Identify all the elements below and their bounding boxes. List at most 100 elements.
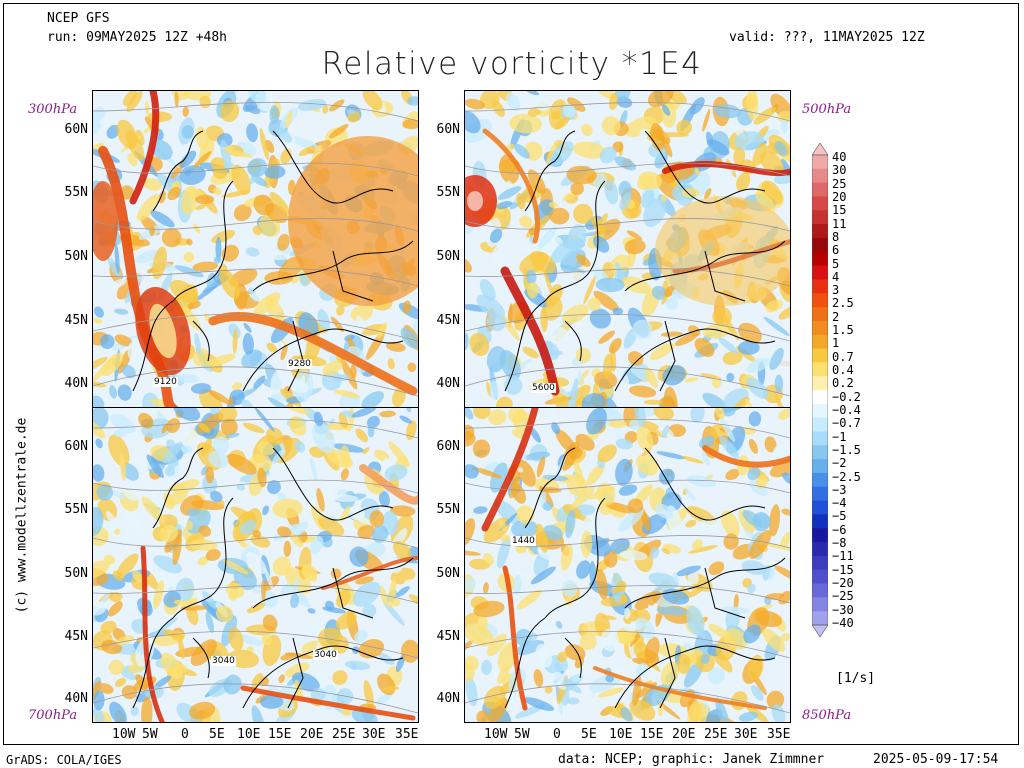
colorbar-label: −15 [832,562,854,577]
lat-label: 50N [436,249,460,264]
colorbar-label: −4 [832,496,847,511]
lat-label: 55N [64,502,88,517]
run-info: run: 09MAY2025 12Z +48h [47,30,228,45]
level-label-850: 850hPa [802,708,852,723]
lon-label: 20E [300,727,324,742]
lon-label: 0 [181,727,189,742]
footer-software: GrADS: COLA/IGES [6,753,122,767]
colorbar-label: −2 [832,456,847,471]
lat-label: 40N [64,376,88,391]
lon-label: 15E [268,727,292,742]
lon-label: 10W [484,727,508,742]
lat-label: 45N [436,629,460,644]
colorbar-label: 4 [832,269,840,284]
colorbar-label: 5 [832,256,840,271]
footer-source: data: NCEP; graphic: Janek Zimmner [558,752,825,767]
colorbar-label: −40 [832,616,854,630]
lon-label: 10W [112,727,136,742]
lat-label: 60N [64,122,88,137]
lon-label: 20E [672,727,696,742]
lon-label: 35E [395,727,419,742]
lat-label: 50N [64,566,88,581]
lat-label: 45N [436,313,460,328]
colorbar-label: 6 [832,243,840,258]
lat-label: 50N [64,249,88,264]
colorbar-label: 0.2 [832,376,854,391]
colorbar-label: 30 [832,163,847,178]
map-panel-850hpa: 1440 [464,407,791,723]
colorbar-label: −20 [832,576,854,591]
lat-label: 50N [436,566,460,581]
lon-label: 25E [332,727,356,742]
colorbar-label: −3 [832,482,847,497]
colorbar-unit: [1/s] [836,671,876,686]
colorbar-label: −5 [832,509,847,524]
footer-timestamp: 2025-05-09-17:54 [873,752,999,767]
lat-label: 60N [64,439,88,454]
colorbar-label: −6 [832,522,847,537]
lat-label: 55N [436,185,460,200]
lat-label: 40N [64,691,88,706]
credit-text: (c) www.modellzentrale.de [14,417,30,614]
level-label-300: 300hPa [28,102,78,117]
lon-label: 25E [704,727,728,742]
lon-label: 10E [609,727,633,742]
contour-label: 3040 [313,650,338,660]
colorbar-label: 1 [832,336,840,351]
contour-label: 3040 [211,656,236,666]
colorbar-label: 15 [832,203,847,218]
colorbar [812,143,828,637]
lat-label: 40N [436,376,460,391]
level-label-500: 500hPa [802,102,852,117]
colorbar-label: −1.5 [832,442,861,457]
colorbar-label: −8 [832,536,847,551]
colorbar-label: −30 [832,602,854,617]
lon-label: 0 [553,727,561,742]
lon-label: 30E [362,727,386,742]
colorbar-label: 0.7 [832,349,854,364]
colorbar-label: −25 [832,589,854,604]
lat-label: 60N [436,439,460,454]
model-name: NCEP GFS [47,11,110,26]
map-panel-700hpa: 3040 3040 [92,407,419,723]
colorbar-label: 3 [832,283,840,298]
colorbar-label: 8 [832,229,840,244]
colorbar-label: 11 [832,216,847,231]
lon-label: 5E [209,727,225,742]
colorbar-label: 1.5 [832,323,854,338]
lat-label: 45N [64,629,88,644]
valid-time: valid: ???, 11MAY2025 12Z [729,30,925,45]
contour-label: 5600 [531,383,556,393]
colorbar-label: 40 [832,150,847,164]
colorbar-label: −2.5 [832,469,861,484]
lon-label: 35E [767,727,791,742]
lat-label: 55N [64,185,88,200]
lon-label: 15E [640,727,664,742]
lon-label: 5W [142,727,158,742]
colorbar-label: −11 [832,549,854,564]
lon-label: 10E [237,727,261,742]
lon-label: 5E [581,727,597,742]
map-panel-500hpa: 5600 [464,90,791,408]
colorbar-label: −0.2 [832,389,861,404]
colorbar-label: 20 [832,189,847,204]
chart-title: Relative vorticity *1E4 [321,46,703,82]
colorbar-label: 25 [832,176,847,191]
colorbar-label: 2 [832,309,840,324]
lat-label: 45N [64,313,88,328]
lon-label: 30E [734,727,758,742]
lat-label: 55N [436,502,460,517]
colorbar-label: −0.7 [832,416,861,431]
level-label-700: 700hPa [28,708,78,723]
contour-label: 9120 [153,377,178,387]
colorbar-label: 2.5 [832,296,854,311]
plot-frame [3,3,1019,745]
lon-label: 5W [514,727,530,742]
colorbar-label: −0.4 [832,402,861,417]
contour-label: 9280 [287,359,312,369]
map-panel-300hpa: 9120 9280 [92,90,419,408]
contour-label: 1440 [511,536,536,546]
lat-label: 60N [436,122,460,137]
colorbar-label: −1 [832,429,847,444]
lat-label: 40N [436,691,460,706]
